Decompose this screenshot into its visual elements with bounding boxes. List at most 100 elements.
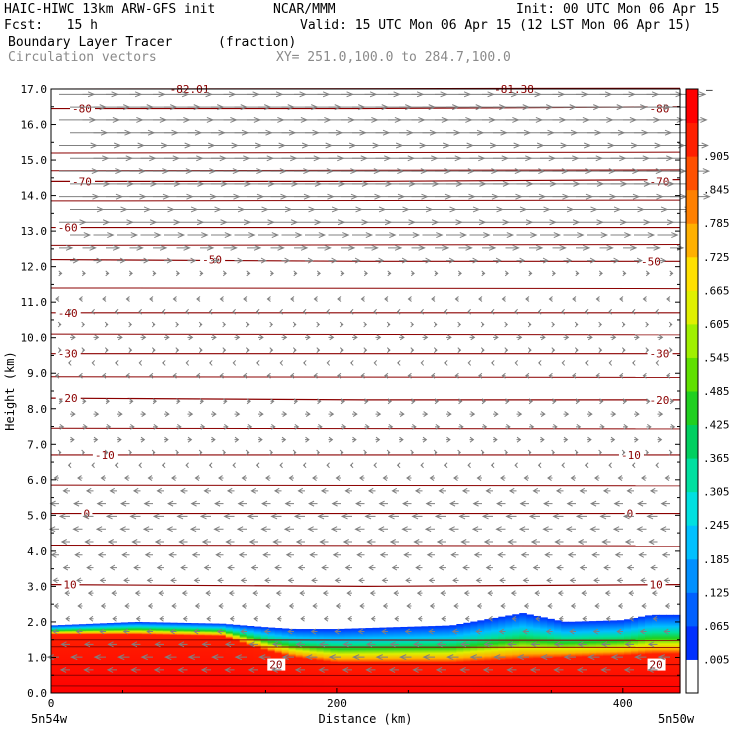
wind-vector	[591, 551, 600, 558]
wind-vector	[294, 244, 309, 251]
wind-vector	[120, 500, 130, 507]
wind-vector	[617, 603, 623, 609]
wind-vector	[453, 603, 459, 609]
tracer-shading	[512, 614, 520, 693]
wind-vector	[200, 244, 215, 251]
wind-vector	[575, 513, 587, 520]
wind-vector	[381, 628, 388, 635]
wind-vector	[416, 590, 423, 597]
wind-vector	[551, 449, 555, 456]
wind-vector	[140, 411, 147, 418]
wind-vector	[76, 577, 83, 584]
wind-vector	[646, 423, 652, 430]
wind-vector	[393, 590, 399, 597]
wind-vector	[469, 654, 482, 661]
wind-vector	[201, 641, 211, 648]
wind-vector	[399, 654, 412, 661]
vectors-label: Circulation vectors	[8, 50, 157, 65]
wind-vector	[177, 641, 188, 648]
wind-vector	[117, 232, 139, 238]
tracer-shading	[372, 627, 381, 693]
wind-vector	[436, 539, 446, 545]
wind-vector	[433, 449, 438, 456]
wind-vector	[429, 475, 435, 481]
wind-vector	[647, 641, 658, 648]
wind-vector	[104, 321, 109, 328]
wind-vector	[446, 257, 455, 264]
y-tick-label: 2.0	[27, 616, 47, 629]
wind-vector	[166, 526, 177, 533]
wind-vector	[225, 539, 235, 545]
wind-vector	[504, 270, 509, 277]
wind-vector	[58, 398, 63, 405]
wind-vector	[128, 449, 132, 456]
wind-vector	[453, 475, 459, 481]
wind-vector	[582, 615, 587, 622]
wind-vector	[354, 526, 365, 533]
colorbar-label: .185	[703, 553, 730, 566]
wind-vector	[55, 296, 60, 302]
wind-vector	[602, 487, 611, 494]
wind-vector	[104, 347, 109, 354]
wind-vector	[540, 232, 562, 238]
tracer-shading	[645, 615, 653, 693]
tracer-shading	[155, 622, 164, 693]
wind-vector	[217, 577, 224, 584]
wind-vector	[294, 423, 300, 430]
wind-vector	[563, 334, 570, 341]
wind-vector	[669, 270, 674, 277]
wind-vector	[387, 513, 399, 520]
wind-vector	[610, 654, 623, 661]
wind-vector	[154, 539, 164, 545]
wind-vector	[463, 590, 470, 597]
wind-vector	[645, 321, 649, 328]
wind-vector	[105, 513, 117, 520]
wind-vector	[619, 296, 624, 302]
tracer-shading	[183, 622, 192, 693]
wind-vector	[248, 539, 258, 545]
wind-vector	[176, 513, 188, 520]
wind-vector	[154, 641, 164, 648]
wind-vector	[624, 641, 634, 648]
wind-vector	[647, 666, 658, 673]
wind-vector	[493, 436, 498, 443]
wind-vector	[551, 321, 555, 328]
wind-vector	[469, 257, 479, 264]
wind-vector	[117, 257, 126, 264]
wind-vector	[433, 347, 438, 354]
wind-vector	[300, 615, 305, 622]
wind-vector	[153, 666, 164, 673]
wind-vector	[187, 436, 193, 443]
tracer-shading	[134, 621, 143, 693]
wind-vector	[297, 487, 305, 494]
wind-vector	[247, 666, 258, 673]
wind-vector	[292, 449, 297, 456]
wind-vector	[164, 334, 170, 341]
wind-vector	[664, 603, 670, 609]
wind-vector	[388, 666, 399, 673]
wind-vector	[506, 666, 517, 673]
wind-vector	[114, 462, 119, 469]
wind-vector	[480, 321, 485, 328]
wind-vector	[194, 603, 200, 609]
colorbar-segment	[686, 558, 698, 593]
wind-vector	[518, 526, 529, 533]
wind-vector	[288, 475, 294, 481]
wind-vector	[272, 539, 282, 545]
wind-vector	[422, 654, 435, 661]
wind-vector	[340, 513, 352, 520]
wind-vector	[162, 360, 166, 366]
wind-vector	[493, 334, 499, 341]
wind-vector	[52, 577, 59, 584]
wind-vector	[469, 436, 475, 443]
wind-vector	[525, 296, 530, 302]
wind-vector	[59, 244, 74, 251]
wind-vector	[82, 398, 87, 405]
wind-vector	[359, 603, 365, 609]
wind-vector	[125, 296, 130, 302]
wind-vector	[355, 500, 365, 507]
wind-vector	[506, 641, 517, 648]
y-tick-label: 12.0	[21, 261, 48, 274]
wind-vector	[305, 436, 310, 443]
wind-vector	[386, 321, 391, 328]
